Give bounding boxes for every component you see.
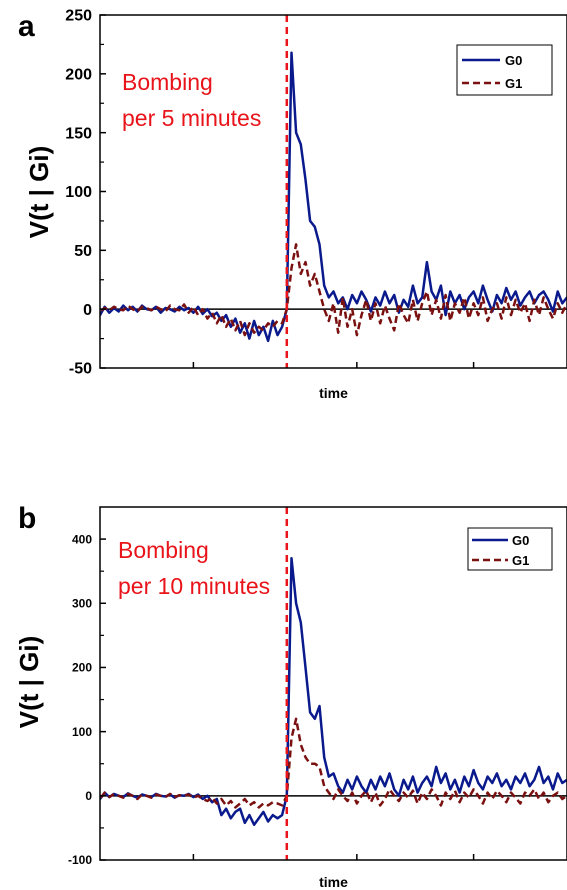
- y-tick-label: 100: [65, 184, 92, 201]
- bombing-annotation: Bombing: [122, 69, 213, 95]
- legend-label-g0: G0: [505, 53, 522, 68]
- y-tick-label: 200: [65, 66, 92, 83]
- legend-box: [456, 44, 553, 96]
- legend-label-g0: G0: [512, 533, 529, 548]
- bombing-annotation: Bombing: [118, 537, 209, 563]
- y-tick-label: 0: [83, 302, 92, 319]
- legend-label-g1: G1: [505, 76, 522, 91]
- chart-panel-b: b V(t | Gi) time 400 300 200 100 0 -100 Bombing pe…: [14, 502, 567, 890]
- plot-frame: [99, 506, 567, 861]
- y-tick-label: 100: [72, 725, 92, 739]
- y-tick-label: 150: [65, 125, 92, 142]
- y-tick-label: 0: [85, 789, 92, 803]
- series-line-g0: [100, 51, 567, 343]
- y-tick-label: 300: [72, 596, 92, 610]
- y-tick-label: 50: [74, 243, 92, 260]
- y-tick-label: 200: [72, 661, 92, 675]
- y-tick-label: -50: [69, 361, 92, 378]
- x-axis-label: time: [319, 385, 348, 401]
- y-axis-label: V(t | Gi): [24, 146, 54, 239]
- panel-letter: b: [18, 502, 36, 535]
- bombing-annotation: per 5 minutes: [122, 105, 261, 131]
- legend-label-g1: G1: [512, 553, 529, 568]
- legend-box: [467, 527, 553, 571]
- panel-letter: a: [18, 10, 35, 43]
- series-line-g1: [100, 243, 567, 337]
- chart-panel-a: a V(t | Gi) time 250 200 150 100 50 0 -50 Bombing p…: [18, 8, 567, 401]
- y-tick-label: 250: [65, 8, 92, 25]
- bombing-annotation: per 10 minutes: [118, 573, 270, 599]
- series-line-g1: [100, 717, 567, 809]
- x-axis-label: time: [319, 874, 348, 890]
- y-tick-label: -100: [68, 853, 92, 867]
- y-tick-label: 400: [72, 532, 92, 546]
- y-axis-label: V(t | Gi): [14, 636, 44, 729]
